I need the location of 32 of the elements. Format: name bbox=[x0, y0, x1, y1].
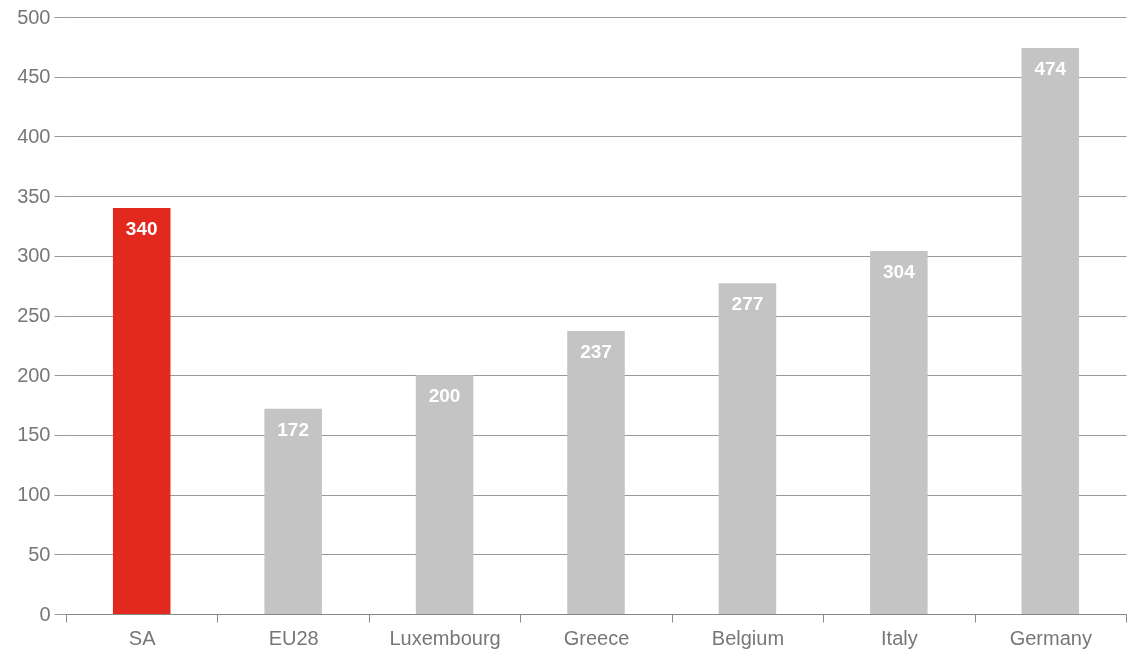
y-tick-label: 450 bbox=[17, 65, 51, 88]
data-label: 304 bbox=[883, 261, 916, 283]
data-label: 200 bbox=[428, 385, 461, 407]
y-tick-label: 200 bbox=[17, 363, 51, 386]
x-tick-label: Germany bbox=[1009, 626, 1092, 649]
bar bbox=[112, 208, 171, 614]
bar bbox=[567, 331, 625, 614]
y-tick-label: 100 bbox=[17, 483, 51, 506]
bar bbox=[415, 375, 474, 614]
y-tick-label: 250 bbox=[17, 304, 51, 326]
y-tick-label: 50 bbox=[28, 542, 51, 565]
y-tick-label: 400 bbox=[17, 124, 51, 147]
y-tick-label: 500 bbox=[17, 5, 51, 28]
x-tick-label: Italy bbox=[881, 626, 918, 649]
data-label: 340 bbox=[125, 218, 158, 240]
bar bbox=[1021, 48, 1080, 614]
x-tick-label: Belgium bbox=[711, 626, 785, 649]
y-tick-label: 0 bbox=[39, 602, 51, 625]
x-tick-label: Greece bbox=[563, 626, 630, 649]
bar bbox=[870, 251, 928, 614]
bar bbox=[264, 408, 322, 614]
data-label: 172 bbox=[277, 418, 309, 440]
bar bbox=[718, 283, 777, 614]
data-label: 277 bbox=[731, 293, 764, 315]
x-tick-label: SA bbox=[128, 626, 157, 649]
y-tick-label: 300 bbox=[17, 244, 51, 267]
data-label: 474 bbox=[1034, 58, 1067, 80]
y-tick-label: 350 bbox=[17, 184, 51, 207]
x-tick-label: Luxembourg bbox=[389, 626, 501, 649]
x-tick-label: EU28 bbox=[268, 626, 319, 649]
y-tick-label: 150 bbox=[17, 423, 51, 446]
data-label: 237 bbox=[580, 341, 612, 363]
